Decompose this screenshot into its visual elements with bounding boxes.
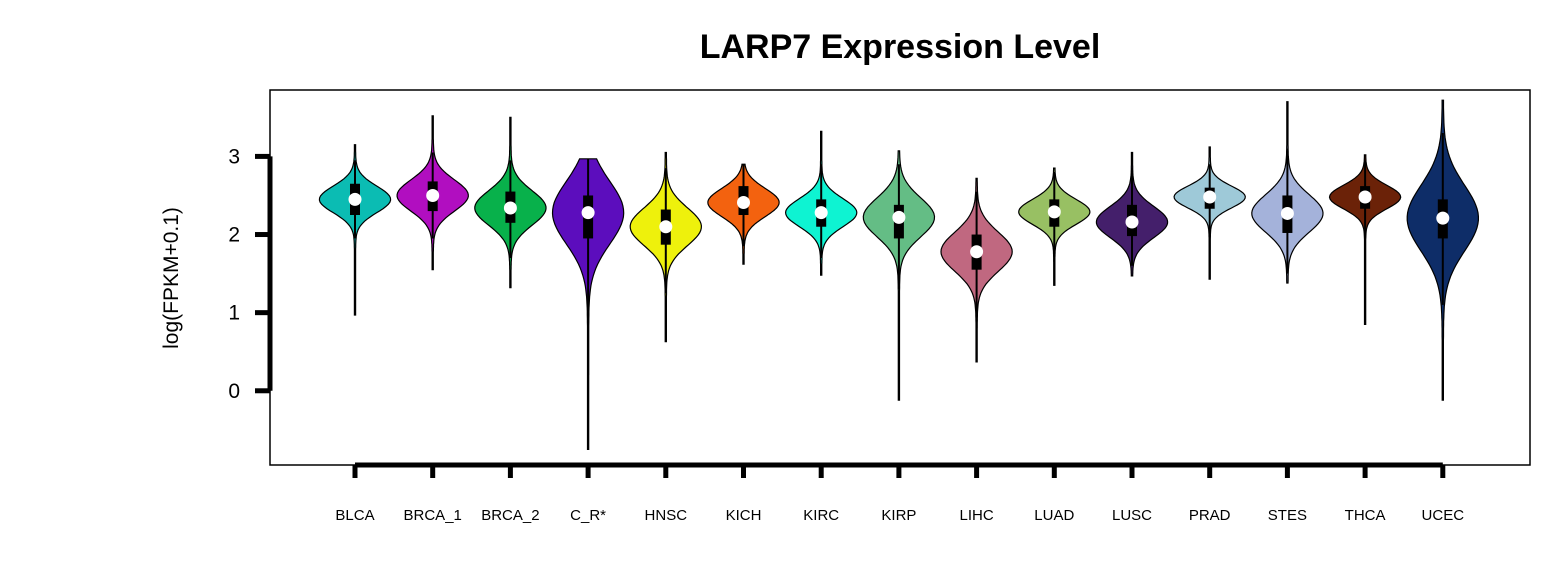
median-point-prad [1203, 190, 1217, 204]
x-tick-label-kich: KICH [726, 507, 762, 524]
median-point-ucec [1436, 211, 1450, 225]
x-tick-label-kirc: KIRC [803, 507, 839, 524]
median-point-brca-2 [503, 201, 517, 215]
violin-kirc [784, 130, 858, 276]
x-tick-label-lihc: LIHC [960, 507, 994, 524]
y-tick-label-0: 0 [228, 380, 240, 403]
y-tick-label-3: 3 [228, 145, 240, 168]
y-axis-label: log(FPKM+0.1) [160, 207, 183, 349]
violin-blca [318, 144, 392, 316]
median-point-brca-1 [426, 188, 440, 202]
x-tick-label-c-r: C_R* [570, 507, 606, 524]
median-point-stes [1280, 206, 1294, 220]
violin-c-r [551, 158, 625, 450]
chart-title: LARP7 Expression Level [700, 28, 1101, 66]
x-tick-label-kirp: KIRP [881, 507, 916, 524]
violin-ucec [1406, 99, 1479, 401]
violin-luad [1018, 167, 1091, 286]
violin-layer [318, 99, 1479, 450]
median-point-lihc [970, 245, 984, 259]
x-tick-label-blca: BLCA [335, 507, 374, 524]
median-point-kirp [892, 210, 906, 224]
y-tick-label-1: 1 [228, 302, 240, 325]
x-tick-label-ucec: UCEC [1422, 507, 1465, 524]
y-tick-label-2: 2 [228, 224, 240, 247]
x-tick-label-prad: PRAD [1189, 507, 1231, 524]
x-tick-label-hnsc: HNSC [645, 507, 688, 524]
violin-brca-1 [396, 115, 469, 271]
x-tick-label-lusc: LUSC [1112, 507, 1152, 524]
axes-layer: BLCA BRCA_1 BRCA_2 C_R* HNSC KICH KIRC KIRP LIHC… [228, 145, 1464, 524]
violin-lusc [1095, 151, 1169, 277]
median-point-blca [348, 192, 362, 206]
violin-thca [1328, 154, 1402, 325]
x-tick-label-brca-2: BRCA_2 [481, 507, 539, 524]
x-tick-label-brca-1: BRCA_1 [404, 507, 462, 524]
median-point-c-r [581, 206, 595, 220]
x-tick-label-luad: LUAD [1034, 507, 1074, 524]
median-point-hnsc [659, 220, 673, 234]
median-point-kirc [814, 206, 828, 220]
median-point-kich [737, 196, 750, 209]
violin-kirp [862, 150, 936, 401]
violin-prad [1173, 146, 1246, 280]
violin-hnsc [629, 151, 703, 343]
violin-kich [707, 163, 780, 265]
median-point-lusc [1125, 215, 1139, 229]
median-point-luad [1047, 205, 1061, 219]
violin-lihc [940, 177, 1013, 363]
x-tick-label-thca: THCA [1345, 507, 1386, 524]
violin-brca-2 [474, 116, 547, 289]
x-tick-label-stes: STES [1268, 507, 1307, 524]
violin-body-thca [1328, 154, 1402, 325]
violin-stes [1251, 101, 1324, 284]
median-point-thca [1358, 190, 1372, 204]
